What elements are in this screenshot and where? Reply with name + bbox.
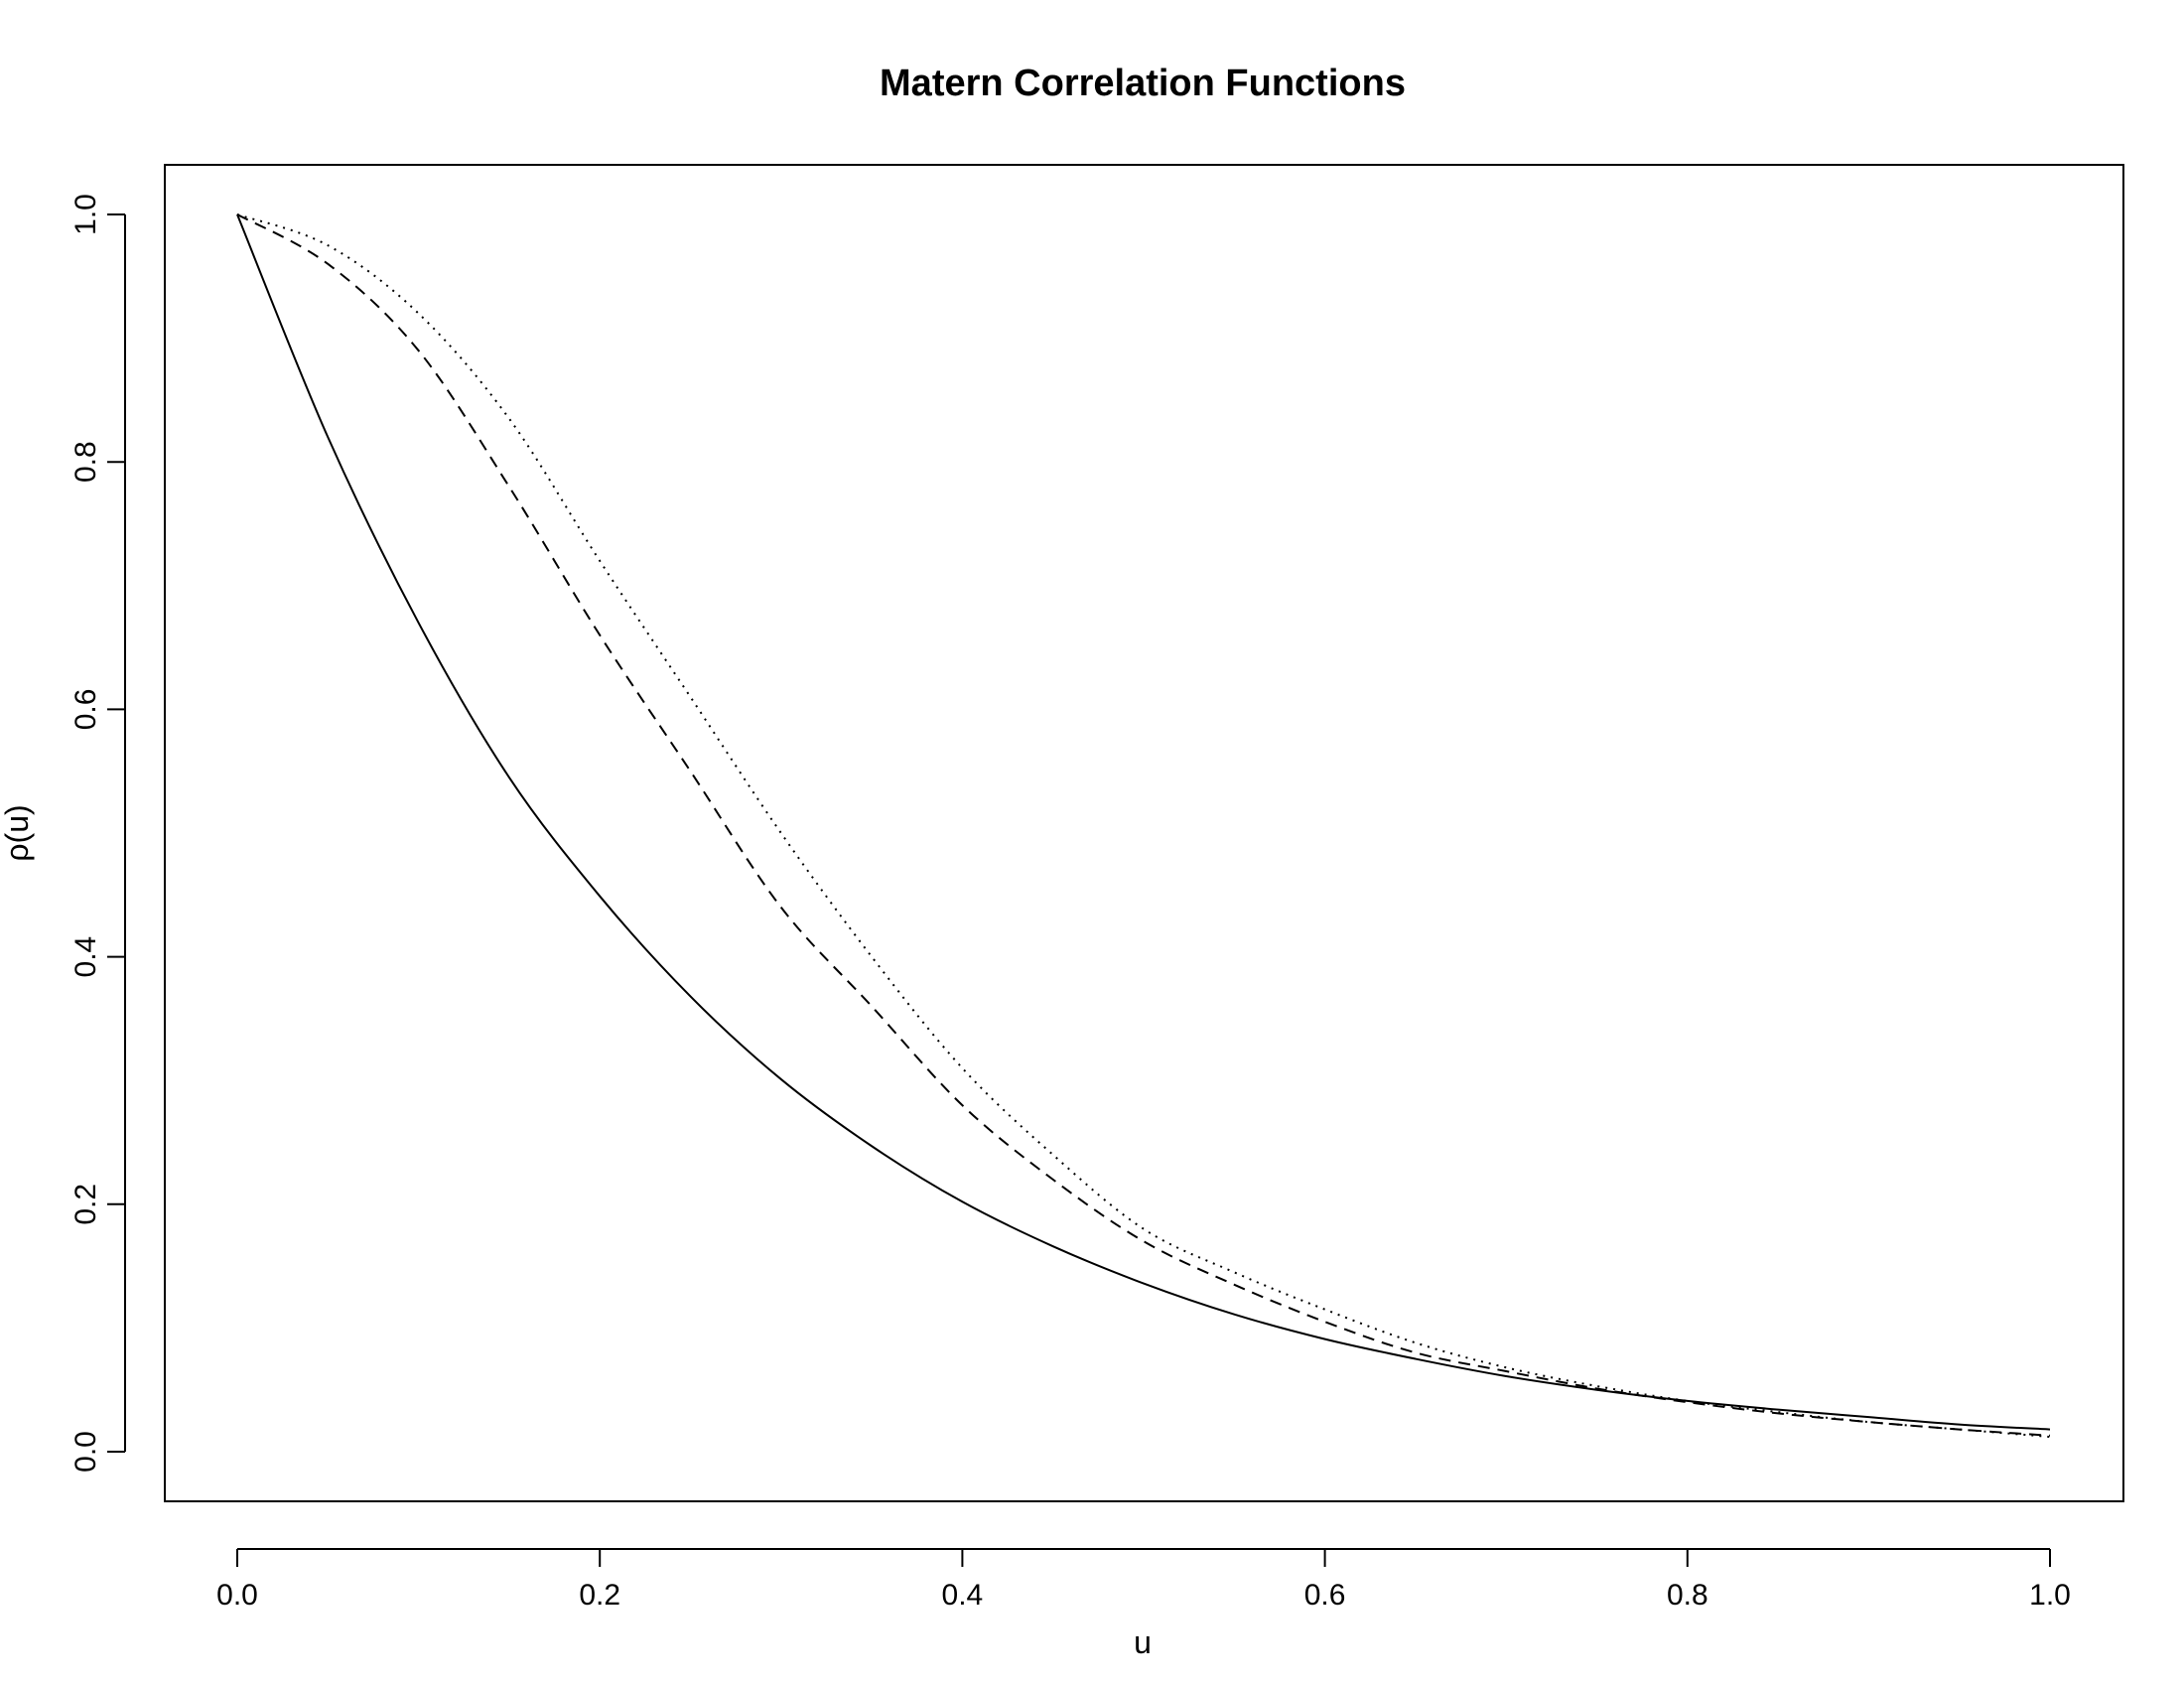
series-layer xyxy=(236,213,2051,1439)
x-tick-label: 0.6 xyxy=(1304,1579,1346,1612)
y-axis-label: ρ(u) xyxy=(0,804,35,861)
x-tick-label: 0.8 xyxy=(1667,1579,1708,1612)
y-axis: 0.0 0.2 0.4 0.6 0.8 1.0 xyxy=(69,194,126,1473)
series-line-solid xyxy=(236,213,2051,1431)
series-line-dashed xyxy=(236,213,2051,1437)
y-tick-label: 0.2 xyxy=(69,1184,102,1225)
x-tick-label: 0.2 xyxy=(579,1579,620,1612)
x-axis: 0.0 0.2 0.4 0.6 0.8 1.0 xyxy=(216,1548,2071,1612)
x-tick-label: 0.0 xyxy=(216,1579,258,1612)
chart-title: Matern Correlation Functions xyxy=(880,63,1406,104)
plot-frame xyxy=(164,164,2124,1502)
x-axis-label: u xyxy=(1134,1624,1152,1660)
y-tick-label: 0.6 xyxy=(69,689,102,731)
x-tick-label: 1.0 xyxy=(2029,1579,2071,1612)
y-tick-label: 0.0 xyxy=(69,1431,102,1473)
x-tick-label: 0.4 xyxy=(942,1579,984,1612)
y-tick-label: 0.8 xyxy=(69,441,102,483)
y-tick-label: 0.4 xyxy=(69,936,102,978)
y-tick-label: 1.0 xyxy=(69,194,102,235)
series-line-dotted xyxy=(236,213,2051,1439)
